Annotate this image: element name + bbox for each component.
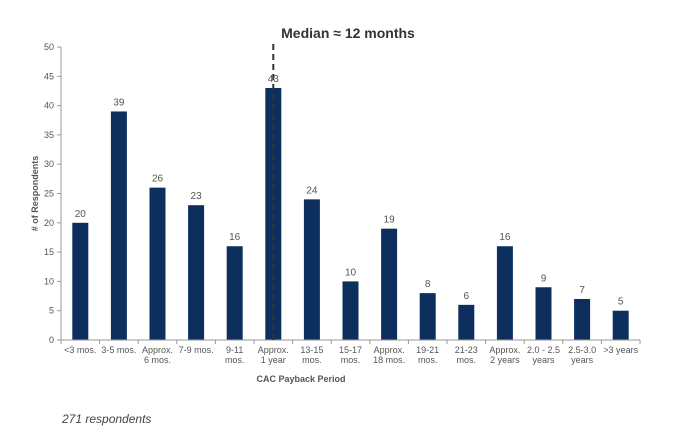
bar [381,228,398,340]
x-axis-ticks: <3 mos. 3-5 mos. Approx. 6 mos. 7-9 mos. 9-11… [60,340,641,365]
bar [72,222,89,340]
data-label: 19 [384,215,396,226]
data-label: 16 [499,232,511,243]
median-annotation: Median ≈ 12 months [281,25,415,41]
data-label: 10 [345,267,357,278]
y-tick-label: 30 [44,159,54,169]
bar [419,293,436,340]
bar [342,281,359,340]
x-tick-label: <3 mos. [64,345,96,355]
y-tick-label: 25 [44,189,54,199]
footnote: 271 respondents [62,412,152,426]
y-tick-label: 45 [44,71,54,81]
bar [110,111,127,341]
y-tick-label: 50 [44,42,54,52]
y-tick-label: 10 [44,276,54,286]
x-tick-label: 2.0 - 2.5 years [527,345,560,365]
x-tick-label: 21-23 mos. [455,345,478,365]
bar [149,187,166,340]
x-tick-label: 19-21 mos. [416,345,439,365]
y-tick-label: 0 [49,335,54,345]
x-tick-label: >3 years [603,345,638,355]
data-label: 16 [229,232,241,243]
x-tick-label: 15-17 mos. [339,345,362,365]
x-tick-label: Approx. 6 mos. [142,345,173,365]
bar [612,310,629,340]
data-label: 39 [113,97,125,108]
data-label: 5 [618,297,624,308]
y-axis-ticks: 0 5 10 15 20 25 30 35 40 45 50 [44,42,61,345]
data-label: 7 [579,285,585,296]
data-label: 23 [191,191,203,202]
bar [458,304,475,340]
x-tick-label: Approx. 2 years [489,345,520,365]
y-axis-title: # of Respondents [30,156,40,232]
x-tick-label: 7-9 mos. [179,345,214,355]
bar [496,246,513,340]
bar [226,246,243,340]
x-tick-label: Approx. 18 mos. [373,345,405,365]
data-label: 20 [75,209,87,220]
x-tick-label: 13-15 mos. [300,345,323,365]
bar [303,199,320,340]
data-label: 26 [152,174,164,185]
bar [535,287,552,340]
y-tick-label: 5 [49,306,54,316]
bars [72,88,629,341]
y-tick-label: 35 [44,130,54,140]
data-label: 6 [464,291,470,302]
y-tick-label: 15 [44,247,54,257]
bar [574,298,591,340]
x-axis-title: CAC Payback Period [256,374,345,384]
y-tick-label: 20 [44,218,54,228]
x-tick-label: 9-11 mos. [225,345,245,365]
data-label: 8 [425,279,431,290]
bar [188,205,205,340]
data-label: 24 [306,185,318,196]
x-tick-label: 2.5-3.0 years [568,345,596,365]
y-tick-label: 40 [44,101,54,111]
x-tick-label: Approx. 1 year [258,345,289,365]
data-label: 9 [541,273,547,284]
x-tick-label: 3-5 mos. [101,345,136,355]
